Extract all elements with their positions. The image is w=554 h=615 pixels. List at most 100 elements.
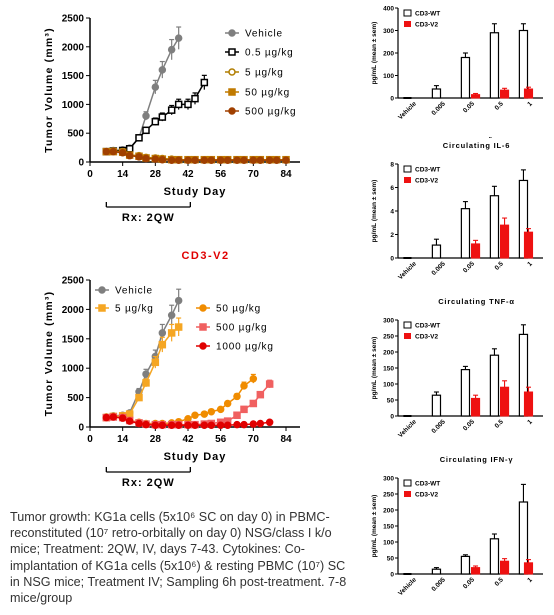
x-tick-label: 0.005: [430, 418, 447, 435]
tumor-chart-v2: CD3-V2 0 500 1000 1500 2000 2500 0 14 28 42 56 70 84 S…: [0, 245, 320, 505]
legend-swatch-v2: [404, 21, 411, 27]
bar-cd3-v2: [523, 88, 534, 99]
y-tick-label: 0: [78, 158, 84, 169]
data-point: [184, 421, 192, 429]
bar-cd3-v2: [523, 391, 534, 417]
data-point: [158, 421, 167, 429]
data-point: [167, 156, 176, 165]
y-tick-label: 2000: [62, 305, 85, 316]
data-point: [249, 420, 258, 428]
legend-swatch-v2: [404, 333, 411, 339]
legend-label: CD3-WT: [415, 323, 440, 330]
bar-cd3-wt: [431, 88, 442, 99]
legend-label: 1000 µg/kg: [216, 342, 274, 353]
x-tick-label: 28: [150, 434, 162, 445]
data-point: [125, 410, 134, 418]
y-axis-label: Tumor Volume (mm³): [43, 291, 55, 417]
bar-cd3-v2: [500, 560, 510, 575]
legend-label: CD3-V2: [415, 178, 439, 185]
legend-label: Vehicle: [115, 286, 153, 297]
legend-label: 0.5 µg/kg: [245, 48, 294, 59]
cytokine-chart-ifn-svg: Circulating IFN-γ 0 50 100 150 200 250 300 pg/mL…: [371, 455, 543, 615]
x-tick-label: 1: [526, 418, 534, 426]
y-tick-label: 4: [390, 209, 394, 216]
chart-title: Circulating TNF-α: [438, 297, 515, 306]
legend-label: 500 µg/kg: [245, 107, 296, 118]
y-tick-label: 300: [383, 476, 394, 483]
tumor-chart-wt: 0 500 1000 1500 2000 2500 0 14 28 42 56 70 84 Study D…: [0, 0, 320, 240]
y-tick-label: 200: [383, 350, 394, 357]
bar-cd3-wt: [460, 56, 471, 99]
bar-cd3-wt: [431, 394, 442, 417]
data-point: [158, 329, 167, 337]
bar-cd3-v2: [500, 224, 510, 259]
data-point: [200, 78, 209, 87]
data-point: [282, 156, 290, 165]
bar-cd3-v2: [471, 567, 481, 575]
legend-marker: [199, 342, 207, 350]
y-tick-label: 8: [390, 162, 394, 169]
data-point: [240, 405, 248, 414]
data-point: [256, 390, 265, 399]
data-point: [191, 156, 199, 165]
data-point: [233, 411, 241, 419]
cytokine-chart-ifn: Circulating IFN-γ 0 50 100 150 200 250 300 pg/mL…: [362, 454, 554, 615]
legend-marker: [199, 304, 207, 312]
data-point: [142, 379, 150, 387]
y-tick-label: 250: [383, 334, 394, 341]
y-tick-label: 1000: [62, 100, 85, 111]
data-point: [233, 156, 241, 165]
bar-cd3-v2: [471, 397, 481, 417]
data-point: [216, 421, 225, 429]
y-tick-label: 150: [383, 366, 394, 373]
data-point: [142, 370, 150, 378]
y-tick-label: 200: [383, 51, 394, 58]
x-tick-label: 42: [182, 169, 194, 180]
legend-label: 500 µg/kg: [216, 323, 267, 334]
x-tick-label: Vehicle: [397, 260, 418, 281]
legend-swatch-wt: [403, 9, 412, 17]
x-tick-label: 0.05: [462, 576, 476, 590]
legend-label: 5 µg/kg: [245, 68, 284, 79]
bar-cd3-wt: [489, 32, 500, 99]
data-point: [174, 421, 183, 429]
y-tick-label: 1500: [62, 334, 85, 345]
data-point: [118, 414, 127, 422]
data-point: [200, 156, 209, 165]
data-point: [142, 112, 150, 120]
y-tick-label: 300: [383, 28, 394, 35]
x-tick-label: 0.05: [462, 260, 476, 274]
data-point: [174, 296, 183, 305]
cytokine-chart-tnf: Circulating TNF-α 0 50 100 150 200 250 300 pg/mL…: [362, 296, 554, 464]
x-tick-label: 14: [117, 434, 129, 445]
bar-cd3-v2: [471, 243, 481, 259]
x-tick-label: 70: [248, 434, 260, 445]
data-point: [142, 154, 150, 163]
legend-marker: [228, 29, 236, 37]
y-tick-label: 0: [390, 572, 394, 579]
legend-marker: [228, 48, 236, 56]
x-tick-label: 42: [182, 434, 194, 445]
y-tick-label: 2: [390, 232, 394, 239]
bar-cd3-v2: [523, 231, 534, 259]
data-point: [158, 66, 167, 74]
legend-swatch-wt: [403, 165, 412, 173]
y-tick-label: 500: [67, 129, 84, 140]
data-point: [240, 420, 248, 429]
x-tick-label: 84: [280, 169, 292, 180]
x-tick-label: 70: [248, 169, 260, 180]
data-point: [135, 393, 143, 402]
figure-caption: Tumor growth: KG1a cells (5x10⁶ SC on da…: [10, 510, 347, 606]
data-point: [223, 399, 232, 408]
y-tick-label: 6: [390, 185, 394, 192]
x-axis-label: Study Day: [164, 451, 227, 463]
y-tick-label: 2500: [62, 276, 85, 287]
legend-swatch-v2: [404, 491, 411, 497]
bar-cd3-wt: [431, 244, 442, 259]
x-tick-label: 0: [87, 169, 93, 180]
legend-marker: [98, 286, 106, 294]
cytokine-chart-tnf-svg: Circulating TNF-α 0 50 100 150 200 250 300 pg/mL…: [371, 297, 543, 464]
y-axis-label: pg/mL (mean ± sem): [371, 22, 378, 85]
data-point: [125, 145, 134, 153]
bar-cd3-wt: [460, 368, 471, 417]
